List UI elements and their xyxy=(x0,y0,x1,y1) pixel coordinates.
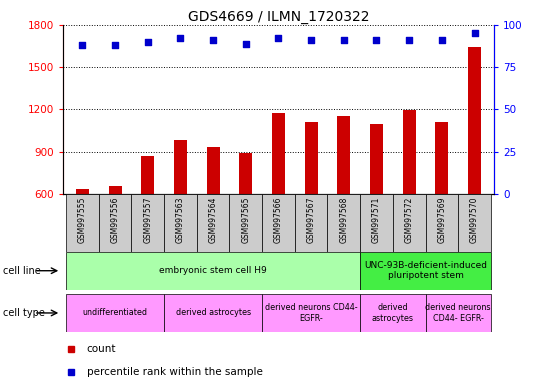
Title: GDS4669 / ILMN_1720322: GDS4669 / ILMN_1720322 xyxy=(188,10,369,24)
Bar xyxy=(109,186,122,278)
Bar xyxy=(262,294,360,332)
Bar xyxy=(360,252,491,290)
Text: GSM997572: GSM997572 xyxy=(405,197,414,243)
Text: GSM997555: GSM997555 xyxy=(78,197,87,243)
Bar xyxy=(164,294,262,332)
Text: GSM997566: GSM997566 xyxy=(274,197,283,243)
Point xyxy=(209,37,217,43)
Bar xyxy=(164,194,197,252)
Bar xyxy=(337,116,351,278)
Point xyxy=(78,42,87,48)
Text: count: count xyxy=(86,344,116,354)
Point xyxy=(470,30,479,36)
Bar xyxy=(458,194,491,252)
Bar xyxy=(305,122,318,278)
Bar xyxy=(229,194,262,252)
Text: derived neurons
CD44- EGFR-: derived neurons CD44- EGFR- xyxy=(425,303,491,323)
Bar xyxy=(141,156,155,278)
Text: derived astrocytes: derived astrocytes xyxy=(176,308,251,318)
Point xyxy=(111,42,120,48)
Bar xyxy=(468,48,481,278)
Text: undifferentiated: undifferentiated xyxy=(82,308,147,318)
Point xyxy=(274,35,283,41)
Text: GSM997556: GSM997556 xyxy=(111,197,120,243)
Bar xyxy=(66,252,360,290)
Text: GSM997570: GSM997570 xyxy=(470,197,479,243)
Bar xyxy=(425,194,458,252)
Bar xyxy=(99,194,132,252)
Bar xyxy=(425,294,491,332)
Bar xyxy=(370,124,383,278)
Text: derived neurons CD44-
EGFR-: derived neurons CD44- EGFR- xyxy=(265,303,358,323)
Text: cell type: cell type xyxy=(3,308,45,318)
Text: GSM997564: GSM997564 xyxy=(209,197,218,243)
Bar xyxy=(206,147,219,278)
Point xyxy=(405,37,413,43)
Point xyxy=(307,37,316,43)
Bar xyxy=(402,110,416,278)
Point xyxy=(437,37,446,43)
Bar xyxy=(272,113,285,278)
Text: UNC-93B-deficient-induced
pluripotent stem: UNC-93B-deficient-induced pluripotent st… xyxy=(364,261,487,280)
Point xyxy=(241,40,250,46)
Text: percentile rank within the sample: percentile rank within the sample xyxy=(86,366,263,377)
Bar xyxy=(295,194,328,252)
Bar xyxy=(76,189,89,278)
Bar xyxy=(393,194,425,252)
Point xyxy=(372,37,381,43)
Bar xyxy=(66,194,99,252)
Text: GSM997568: GSM997568 xyxy=(339,197,348,243)
Text: GSM997563: GSM997563 xyxy=(176,197,185,243)
Bar xyxy=(360,194,393,252)
Text: GSM997565: GSM997565 xyxy=(241,197,250,243)
Point xyxy=(144,39,152,45)
Bar xyxy=(197,194,229,252)
Bar xyxy=(174,141,187,278)
Text: GSM997569: GSM997569 xyxy=(437,197,446,243)
Text: GSM997567: GSM997567 xyxy=(307,197,316,243)
Bar xyxy=(435,122,448,278)
Bar xyxy=(262,194,295,252)
Point xyxy=(176,35,185,41)
Bar xyxy=(66,294,164,332)
Point xyxy=(340,37,348,43)
Bar xyxy=(328,194,360,252)
Text: derived
astrocytes: derived astrocytes xyxy=(372,303,414,323)
Bar xyxy=(239,153,252,278)
Bar xyxy=(132,194,164,252)
Text: GSM997571: GSM997571 xyxy=(372,197,381,243)
Bar xyxy=(360,294,425,332)
Text: cell line: cell line xyxy=(3,266,40,276)
Text: embryonic stem cell H9: embryonic stem cell H9 xyxy=(159,266,267,275)
Text: GSM997557: GSM997557 xyxy=(143,197,152,243)
